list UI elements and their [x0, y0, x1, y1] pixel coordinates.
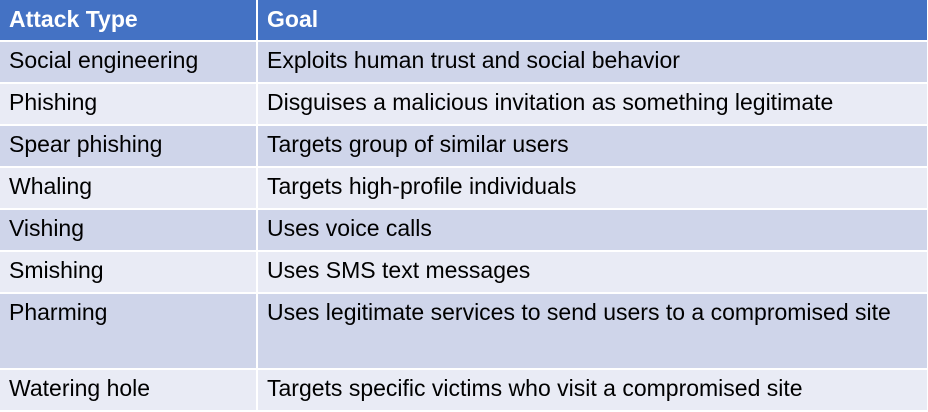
table-row: Watering hole Targets specific victims w…	[0, 369, 928, 412]
column-header-attack-type: Attack Type	[0, 0, 258, 42]
table-row: Smishing Uses SMS text messages	[0, 251, 928, 294]
goal-cell: Targets group of similar users	[257, 125, 928, 168]
goal-cell: Uses voice calls	[257, 209, 928, 252]
attack-type-cell: Watering hole	[0, 369, 258, 412]
table-row: Vishing Uses voice calls	[0, 209, 928, 252]
goal-cell: Targets high-profile individuals	[257, 167, 928, 210]
goal-cell: Exploits human trust and social behavior	[257, 41, 928, 84]
attack-type-cell: Smishing	[0, 251, 258, 294]
attack-type-cell: Phishing	[0, 83, 258, 126]
table-row: Social engineering Exploits human trust …	[0, 41, 928, 84]
attack-type-cell: Pharming	[0, 293, 258, 370]
goal-cell: Uses SMS text messages	[257, 251, 928, 294]
attack-type-cell: Social engineering	[0, 41, 258, 84]
table-row: Spear phishing Targets group of similar …	[0, 125, 928, 168]
goal-cell: Disguises a malicious invitation as some…	[257, 83, 928, 126]
attack-type-cell: Whaling	[0, 167, 258, 210]
table-row: Whaling Targets high-profile individuals	[0, 167, 928, 210]
goal-cell: Targets specific victims who visit a com…	[257, 369, 928, 412]
table-header-row: Attack Type Goal	[0, 0, 928, 42]
goal-cell: Uses legitimate services to send users t…	[257, 293, 928, 370]
table-row: Pharming Uses legitimate services to sen…	[0, 293, 928, 370]
attack-type-cell: Vishing	[0, 209, 258, 252]
column-header-goal: Goal	[257, 0, 928, 42]
table-row: Phishing Disguises a malicious invitatio…	[0, 83, 928, 126]
attack-type-cell: Spear phishing	[0, 125, 258, 168]
